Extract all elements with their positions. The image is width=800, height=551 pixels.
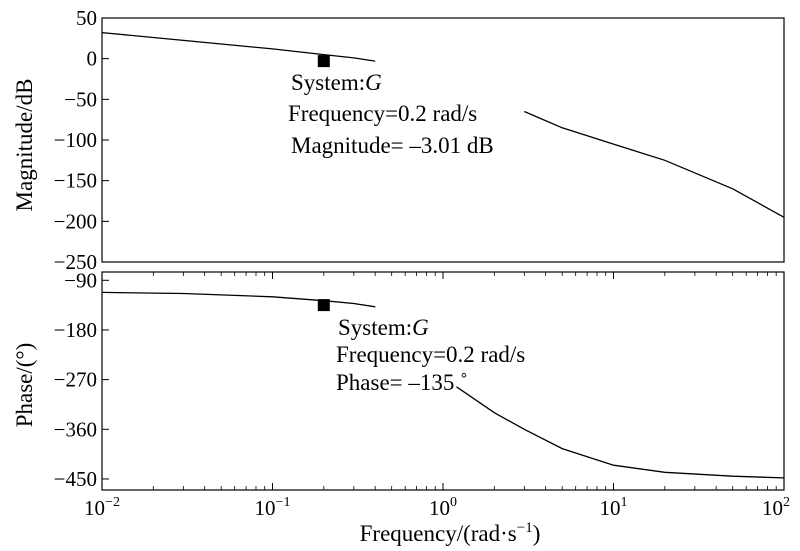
phase-series: [101, 291, 785, 479]
magnitude-datatip-value: Magnitude= –3.01 dB: [291, 133, 494, 158]
magnitude-datatip: System:G Frequency=0.2 rad/s Magnitude= …: [288, 70, 494, 158]
series-line: [101, 291, 376, 308]
series-line: [524, 110, 785, 218]
frequency-axis-title-exponent: −1: [517, 520, 533, 536]
y-tick-label: −90: [64, 268, 97, 292]
frequency-axis-title-prefix: Frequency/(rad·s: [360, 521, 517, 546]
x-tick-label: 10−2: [84, 495, 120, 520]
magnitude-y-axis: 50 0 −50 −100 −150 −200 −250: [54, 6, 109, 274]
phase-y-axis: −90 −180 −270 −360 −450: [54, 268, 109, 491]
phase-datatip: System:G Frequency=0.2 rad/s Phase= –135…: [336, 315, 525, 395]
frequency-x-axis: 10−2 10−1 100 101 102: [84, 272, 790, 520]
y-tick-label: −360: [54, 417, 97, 441]
y-tick-label: 0: [87, 47, 98, 71]
y-tick-label: −250: [54, 250, 97, 274]
phase-axis-title: Phase/(°): [12, 343, 37, 428]
phase-data-marker[interactable]: [317, 299, 330, 312]
phase-datatip-system-name: G: [412, 315, 429, 340]
y-tick-label: −150: [54, 169, 97, 193]
y-tick-label: −100: [54, 128, 97, 152]
phase-datatip-frequency: Frequency=0.2 rad/s: [336, 342, 525, 367]
y-tick-label: −50: [64, 87, 97, 111]
svg-text:System:G: System:G: [291, 70, 382, 95]
magnitude-datatip-frequency: Frequency=0.2 rad/s: [288, 101, 477, 126]
series-line: [456, 386, 785, 479]
series-line: [101, 31, 376, 62]
x-tick-label: 10−1: [255, 495, 291, 520]
phase-datatip-value: Phase= –135 ˚: [336, 370, 468, 395]
y-tick-label: −180: [54, 318, 97, 342]
magnitude-datatip-system-name: G: [365, 70, 382, 95]
magnitude-data-marker[interactable]: [317, 55, 330, 68]
x-tick-label: 101: [600, 495, 628, 520]
frequency-axis-title: Frequency/(rad·s−1): [360, 520, 541, 546]
y-tick-label: −200: [54, 209, 97, 233]
phase-panel: −90 −180 −270 −360 −450 10−2 10−1 100 101 102 Ph…: [12, 268, 790, 546]
svg-text:System:G: System:G: [338, 315, 429, 340]
magnitude-datatip-system-prefix: System:: [291, 70, 365, 95]
x-tick-label: 102: [762, 495, 790, 520]
y-tick-label: −270: [54, 368, 97, 392]
phase-datatip-system-prefix: System:: [338, 315, 412, 340]
magnitude-axis-title: Magnitude/dB: [12, 79, 37, 212]
x-tick-label: 100: [429, 495, 457, 520]
frequency-axis-title-suffix: ): [533, 521, 541, 546]
y-tick-label: 50: [76, 6, 97, 30]
magnitude-panel: 50 0 −50 −100 −150 −200 −250 Magnitude/dB Syst…: [12, 6, 785, 274]
magnitude-series: [101, 31, 785, 218]
y-tick-label: −450: [54, 467, 97, 491]
